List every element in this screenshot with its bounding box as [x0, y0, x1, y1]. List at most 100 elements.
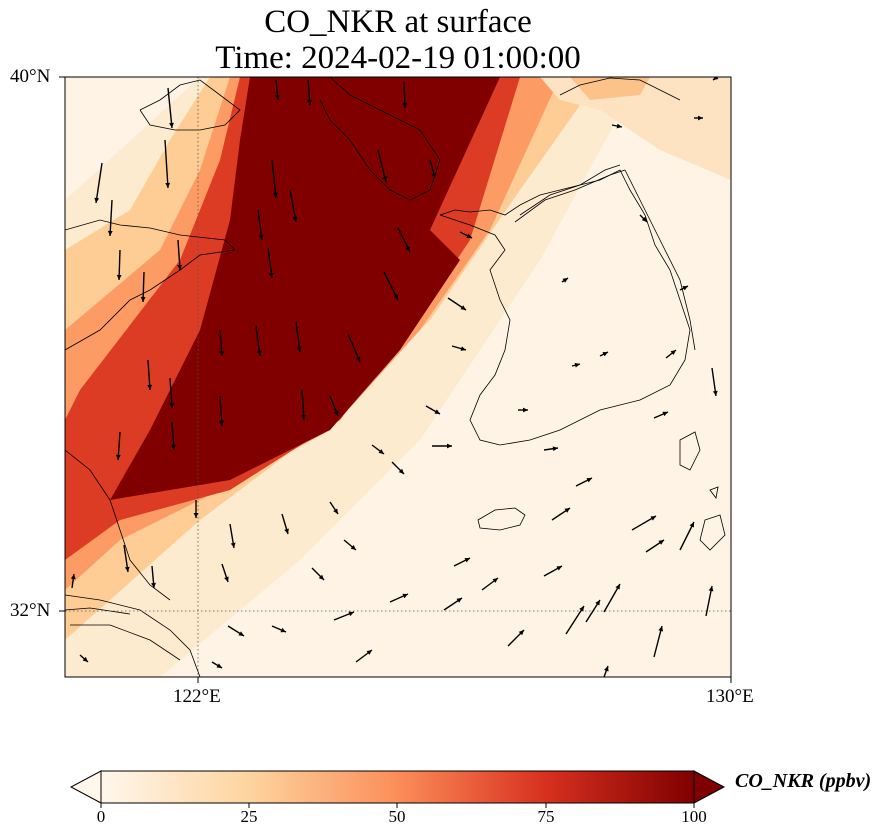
wind-arrow-head — [82, 656, 88, 662]
wind-arrow-head — [318, 574, 324, 580]
wind-arrow-head — [275, 94, 280, 100]
wind-arrow-shaft — [301, 389, 305, 421]
wind-arrow-shaft — [267, 247, 273, 279]
wind-arrow-head — [447, 443, 452, 449]
wind-arrow-head — [562, 278, 568, 283]
colorbar-tick-75: 75 — [537, 807, 555, 826]
wind-arrow-head — [238, 631, 244, 636]
map-title-variable: CO_NKR at surface — [264, 4, 532, 40]
colorbar-tick-0: 0 — [96, 807, 106, 826]
wind-arrow-head — [658, 540, 664, 545]
wind-arrow-head — [378, 449, 384, 454]
north-bright-area — [540, 77, 731, 180]
wind-arrow-head — [124, 566, 130, 572]
wind-arrow-head — [402, 102, 408, 108]
wind-arrow-head — [518, 630, 524, 636]
wind-arrow-head — [169, 402, 175, 408]
wind-arrow-head — [670, 350, 676, 355]
wind-arrow-head — [579, 606, 584, 612]
wind-arrow-head — [258, 234, 264, 240]
wind-arrow-head — [682, 286, 688, 291]
colorbar-tick-25: 25 — [240, 807, 258, 826]
colorbar-label: CO_NKR (ppbv) — [735, 770, 872, 792]
yangtze-coast — [65, 594, 201, 677]
wind-arrow-head — [280, 627, 286, 633]
colorbar-extend-low — [69, 770, 102, 804]
china-coast — [65, 219, 236, 351]
east-china-coast — [65, 449, 171, 601]
coastlines — [65, 77, 726, 677]
tick-marks — [59, 76, 732, 683]
wind-arrow-head — [405, 246, 410, 252]
wind-arrow-shaft — [705, 585, 713, 617]
wind-arrow-head — [268, 272, 274, 278]
wind-arrow-head — [662, 411, 668, 417]
wind-arrow-head — [615, 584, 620, 590]
wind-arrow-head — [94, 197, 100, 203]
wind-arrow-head — [466, 233, 472, 238]
wind-arrow-head — [556, 566, 562, 571]
wind-arrow-head — [219, 350, 225, 356]
wind-arrow-head — [350, 544, 356, 550]
wind-arrow-shaft — [565, 605, 585, 635]
wind-arrow-head — [708, 586, 714, 592]
wind-arrow-head — [301, 414, 307, 420]
wind-arrow-shaft — [118, 249, 121, 281]
wind-arrow-shaft — [95, 162, 103, 204]
wind-arrow-head — [193, 513, 199, 518]
korea-east-coast — [624, 169, 696, 351]
wind-arrow-head — [115, 454, 121, 460]
wind-arrow-head — [431, 172, 436, 178]
wind-arrow-head — [650, 516, 656, 521]
wind-arrow-head — [292, 216, 298, 222]
jeju-island — [477, 507, 526, 531]
wind-arrow-head — [296, 346, 302, 352]
colorbar-tick-50: 50 — [388, 807, 406, 826]
lon-tick-label-122E: 122°E — [173, 686, 221, 707]
wind-arrow-head — [219, 420, 225, 426]
wind-arrow-head — [698, 115, 703, 121]
wind-arrow-head — [165, 182, 171, 188]
plume-core — [110, 77, 500, 500]
wind-arrow-head — [689, 522, 694, 528]
wind-arrow-head — [602, 352, 608, 357]
wind-arrow-head — [116, 274, 122, 280]
korea-west-coast — [439, 169, 691, 446]
lon-tick-label-130E: 130°E — [706, 686, 754, 707]
wind-arrow-head — [586, 478, 592, 483]
wind-arrow-head — [434, 409, 440, 414]
wind-arrow-head — [230, 542, 236, 548]
wind-arrow-head — [393, 294, 398, 300]
wind-arrow-shaft — [679, 521, 695, 551]
wind-arrow-head — [456, 598, 462, 603]
wind-arrow-head — [713, 77, 719, 80]
wind-arrow-shaft — [177, 239, 181, 271]
wind-arrow-head — [616, 123, 622, 129]
wind-arrow-head — [552, 446, 558, 452]
colorbar-extend-high — [693, 770, 726, 804]
lat-tick-label-40N: 40°N — [10, 66, 51, 87]
wind-arrow-head — [595, 600, 600, 606]
wind-arrow-head — [140, 296, 146, 302]
wind-arrow-shaft — [257, 209, 263, 241]
wind-arrow-head — [348, 611, 354, 617]
wind-arrow-shaft — [142, 271, 145, 303]
wind-arrow-head — [284, 528, 289, 534]
colorbar-tick-100: 100 — [681, 807, 707, 826]
wind-arrow-head — [171, 444, 177, 450]
gridlines — [65, 77, 731, 677]
colorbar-body — [100, 770, 695, 804]
wind-arrow-shaft — [109, 199, 113, 237]
wind-arrow-shaft — [255, 325, 261, 357]
wind-arrow-head — [169, 122, 174, 128]
liaodong-coast — [319, 77, 441, 201]
wind-arrow-head — [574, 362, 580, 368]
wind-arrow-head — [523, 407, 528, 413]
wind-arrow-head — [460, 305, 466, 310]
wind-arrow-head — [398, 468, 404, 474]
wind-arrow-head — [366, 650, 372, 655]
wind-arrow-shaft — [347, 333, 361, 363]
wind-arrow-head — [460, 346, 466, 351]
wind-arrow-head — [273, 192, 278, 198]
